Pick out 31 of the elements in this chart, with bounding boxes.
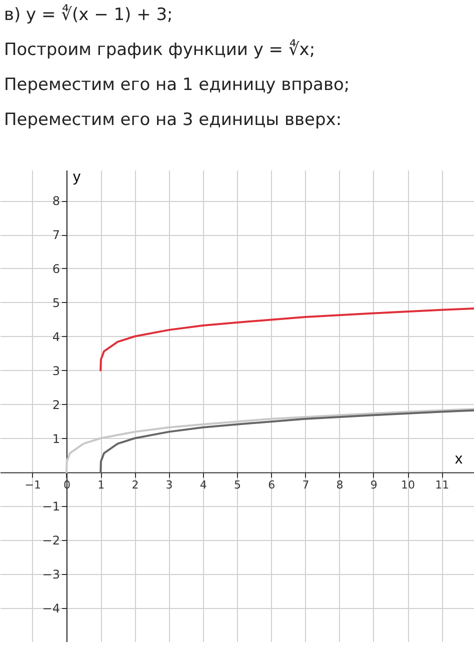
line-series bbox=[100, 308, 474, 372]
x-tick-label: 6 bbox=[268, 478, 276, 492]
y-tick-label: −2 bbox=[42, 534, 60, 548]
y-tick-label: 5 bbox=[52, 296, 60, 310]
chart-title: в) y = ∜(x − 1) + 3; bbox=[4, 3, 174, 27]
x-tick-label: 10 bbox=[401, 478, 416, 492]
text: Построим график функции y = ∜x; bbox=[4, 38, 316, 62]
y-tick-label: −1 bbox=[42, 500, 60, 514]
y-tick-label: 3 bbox=[52, 364, 60, 378]
y-tick-label: −4 bbox=[42, 602, 60, 616]
x-tick-label: 7 bbox=[302, 478, 310, 492]
y-tick-label: 6 bbox=[52, 262, 60, 276]
y-tick-label: 4 bbox=[52, 330, 60, 344]
y-axis-title: y bbox=[72, 168, 81, 186]
y-tick-label: 8 bbox=[52, 194, 60, 208]
x-tick-label: 1 bbox=[98, 478, 105, 492]
y-tick-label: 7 bbox=[52, 228, 60, 242]
x-tick-label: 8 bbox=[336, 478, 344, 492]
x-tick-label: 3 bbox=[166, 478, 173, 492]
x-tick-label: 9 bbox=[370, 478, 378, 492]
x-tick-label: 2 bbox=[132, 478, 139, 492]
x-tick-label: 5 bbox=[234, 478, 241, 492]
text: Переместим его на 1 единицу вправо; bbox=[4, 74, 351, 97]
y-tick-label: 2 bbox=[52, 398, 60, 412]
x-tick-label: 11 bbox=[435, 478, 450, 492]
x-tick-label: −1 bbox=[24, 478, 42, 492]
x-axis-title: x bbox=[455, 450, 463, 468]
y-tick-label: 1 bbox=[52, 432, 60, 446]
text: Переместим его на 3 единицы вверх: bbox=[4, 109, 343, 132]
y-tick-label: −3 bbox=[42, 568, 60, 582]
x-tick-label: 4 bbox=[200, 478, 207, 492]
